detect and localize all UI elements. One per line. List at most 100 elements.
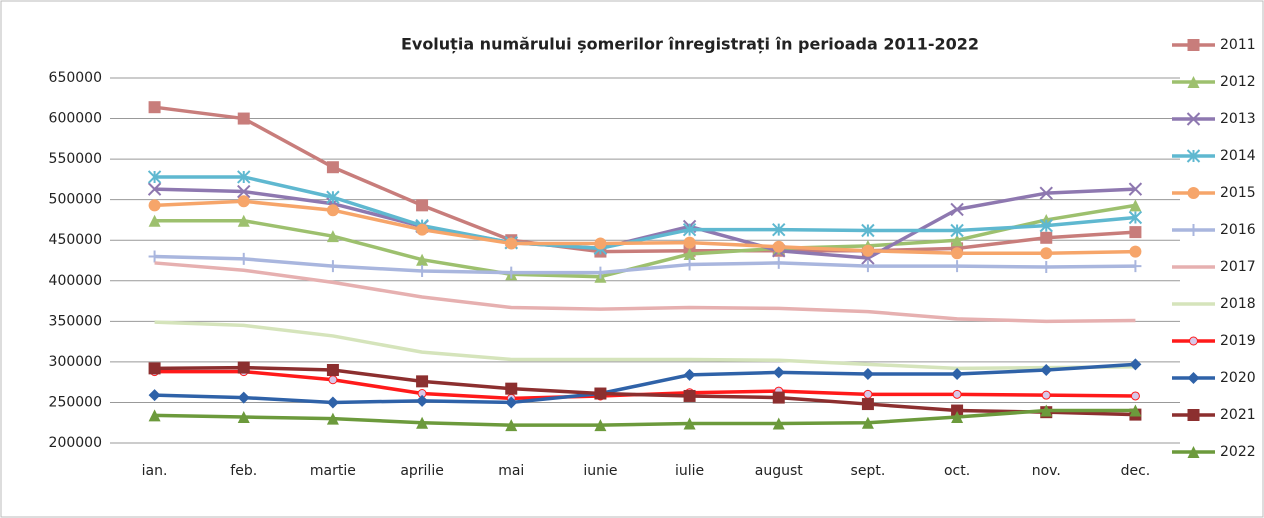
marker	[1187, 76, 1200, 88]
legend-label: 2015	[1220, 185, 1256, 201]
y-tick-label: 600000	[49, 111, 102, 127]
marker	[326, 412, 339, 425]
marker	[683, 417, 696, 430]
legend-label: 2013	[1220, 111, 1256, 127]
marker	[861, 260, 874, 273]
marker	[1129, 404, 1142, 417]
x-tick-label: mai	[498, 463, 524, 479]
marker	[1189, 336, 1198, 346]
marker	[863, 389, 873, 399]
marker	[326, 190, 340, 204]
marker	[861, 398, 874, 411]
legend-label: 2017	[1220, 259, 1256, 275]
marker	[237, 391, 250, 404]
marker	[861, 244, 874, 257]
marker	[1040, 231, 1053, 244]
x-tick-label: iunie	[583, 463, 617, 479]
marker	[148, 199, 161, 212]
marker	[505, 382, 518, 395]
series-line	[154, 105, 1136, 254]
marker	[1187, 409, 1200, 421]
x-tick-label: aprilie	[400, 463, 444, 479]
series-line	[154, 203, 1136, 279]
marker	[772, 417, 785, 430]
y-tick-label: 400000	[49, 273, 102, 289]
y-tick-label: 250000	[49, 394, 102, 410]
marker	[951, 411, 964, 424]
marker	[237, 214, 250, 227]
marker	[237, 195, 250, 208]
marker	[952, 389, 962, 399]
marker	[1129, 226, 1142, 239]
series-line	[154, 199, 1136, 255]
x-tick-label: martie	[310, 463, 356, 479]
marker	[683, 248, 696, 261]
marker	[505, 419, 518, 432]
marker	[148, 214, 161, 227]
marker	[1186, 112, 1201, 126]
marker	[1129, 260, 1142, 273]
series-line	[154, 365, 1136, 417]
marker	[505, 266, 518, 279]
marker	[683, 258, 696, 271]
marker	[328, 375, 338, 385]
marker	[951, 234, 964, 247]
marker	[237, 112, 250, 125]
marker	[861, 223, 875, 238]
marker	[1187, 187, 1200, 199]
marker	[416, 375, 429, 388]
marker	[416, 199, 429, 212]
marker	[1040, 247, 1053, 260]
x-tick-label: oct.	[944, 463, 970, 479]
legend-label: 2019	[1220, 333, 1256, 349]
marker	[505, 237, 518, 250]
marker	[326, 396, 339, 409]
marker	[1039, 218, 1053, 233]
marker	[237, 170, 251, 184]
marker	[416, 416, 429, 429]
legend-label: 2021	[1220, 407, 1256, 423]
marker	[416, 394, 429, 407]
series-line	[154, 408, 1136, 427]
marker	[326, 204, 339, 217]
marker	[1187, 39, 1200, 51]
marker	[1187, 446, 1200, 458]
marker	[237, 252, 250, 265]
series-line	[154, 175, 1136, 251]
legend-label: 2011	[1220, 37, 1256, 53]
marker	[772, 240, 785, 253]
marker	[148, 101, 161, 114]
marker	[326, 230, 339, 243]
marker	[147, 170, 162, 184]
marker	[237, 361, 250, 374]
legend-label: 2014	[1220, 148, 1256, 164]
marker	[1187, 224, 1200, 236]
marker	[1187, 372, 1200, 384]
marker	[326, 364, 339, 376]
marker	[594, 266, 607, 279]
x-tick-label: feb.	[230, 463, 257, 479]
series-line	[154, 362, 1136, 405]
marker	[148, 362, 161, 375]
marker	[772, 391, 785, 404]
marker	[416, 265, 429, 278]
x-tick-label: sept.	[851, 463, 886, 479]
marker	[1128, 210, 1143, 225]
marker	[1129, 245, 1142, 258]
y-tick-label: 650000	[49, 70, 102, 86]
marker	[594, 419, 607, 432]
marker	[505, 396, 518, 409]
marker	[772, 222, 786, 237]
marker	[1186, 149, 1201, 163]
marker	[1040, 364, 1053, 376]
marker	[148, 250, 161, 263]
marker	[951, 368, 964, 381]
marker	[861, 416, 874, 429]
series-line	[154, 254, 1136, 275]
marker	[1040, 260, 1053, 273]
y-tick-label: 550000	[49, 151, 102, 167]
marker	[148, 389, 161, 402]
chart-title: Evoluția numărului șomerilor înregistraț…	[401, 35, 979, 54]
